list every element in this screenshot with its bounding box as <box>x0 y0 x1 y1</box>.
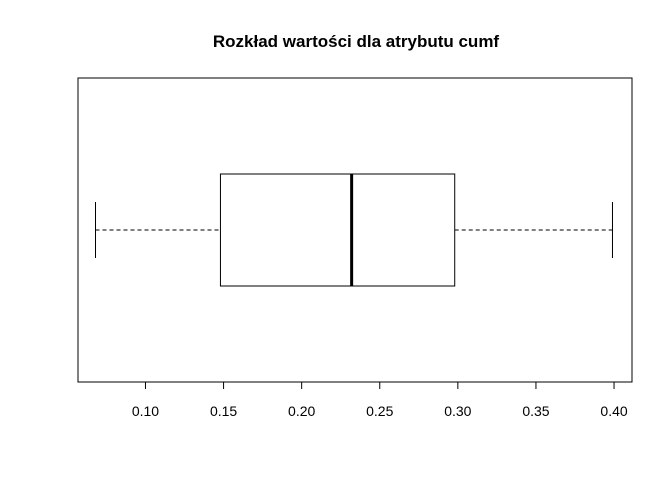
x-tick-label: 0.25 <box>366 403 393 419</box>
x-axis-ticks: 0.10 0.15 0.20 0.25 0.30 0.35 0.40 <box>132 382 628 419</box>
x-tick-label: 0.20 <box>288 403 315 419</box>
box-group <box>94 173 613 287</box>
chart-title: Rozkład wartości dla atrybutu cumf <box>213 32 500 51</box>
iqr-box <box>219 173 456 287</box>
x-tick-label: 0.15 <box>210 403 237 419</box>
x-tick-label: 0.35 <box>522 403 549 419</box>
x-tick-label: 0.40 <box>600 403 627 419</box>
x-tick-label: 0.30 <box>444 403 471 419</box>
x-tick-label: 0.10 <box>132 403 159 419</box>
